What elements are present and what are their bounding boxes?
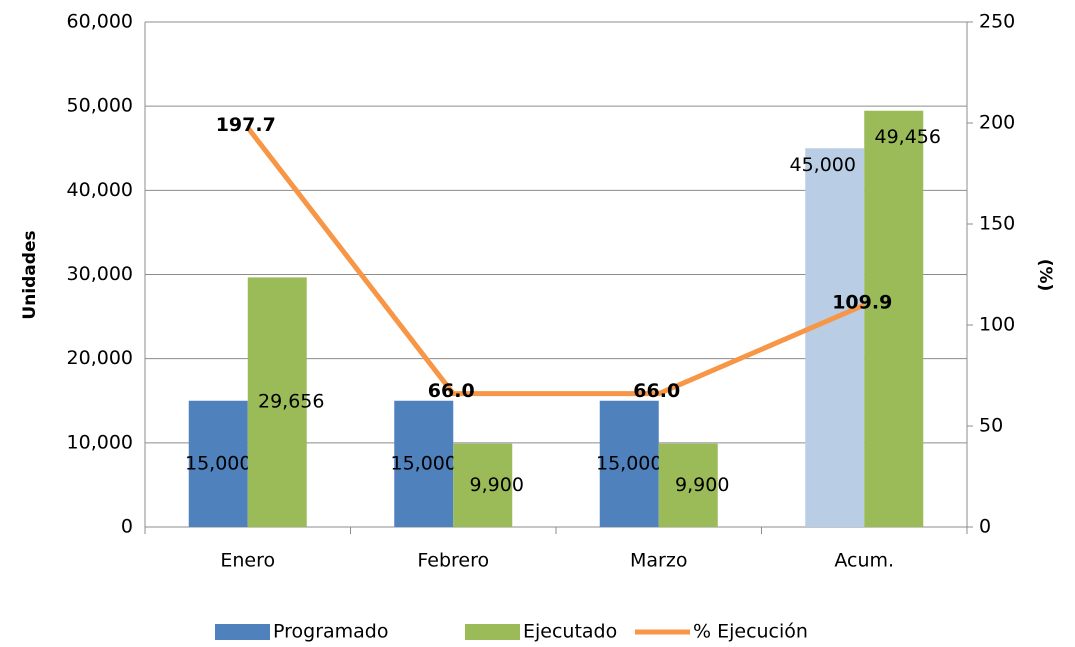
y2-tick-label: 100 [979,314,1015,336]
data-label: 45,000 [790,154,856,176]
data-label: 9,900 [675,474,729,496]
y-axis-title: Unidades [20,230,40,319]
y2-tick-label: 50 [979,415,1003,437]
bar [805,148,865,527]
bar [394,400,454,527]
y2-tick-label: 150 [979,213,1015,235]
bar [188,400,248,527]
legend-label: Programado [273,621,389,643]
y-tick-label: 20,000 [67,347,133,369]
data-label: 66.0 [633,380,680,402]
y-tick-label: 30,000 [67,263,133,285]
bar [247,277,307,527]
bar [864,110,924,527]
data-label: 15,000 [596,452,662,474]
bar [453,443,513,527]
legend-swatch [465,624,520,640]
line [245,126,866,397]
legend-label: Ejecutado [523,621,617,643]
y-tick-label: 60,000 [67,11,133,33]
bar [658,443,718,527]
y2-tick-label: 250 [979,11,1015,33]
x-tick-label: Marzo [630,550,687,572]
bar [599,400,659,527]
x-tick-label: Febrero [417,550,489,572]
y-tick-label: 0 [121,516,133,538]
data-label: 29,656 [258,391,324,413]
data-label: 15,000 [391,452,457,474]
y-tick-label: 40,000 [67,179,133,201]
legend-label: % Ejecución [693,621,808,643]
y2-tick-label: 0 [979,516,991,538]
legend-swatch [215,624,270,640]
y2-tick-label: 200 [979,112,1015,134]
y2-axis-title: (%) [1035,259,1055,292]
y-tick-label: 50,000 [67,95,133,117]
data-label: 15,000 [185,452,251,474]
data-label: 109.9 [832,292,892,314]
data-label: 49,456 [875,126,941,148]
x-tick-label: Acum. [834,550,894,572]
data-label: 197.7 [216,114,276,136]
data-label: 66.0 [428,380,475,402]
x-tick-label: Enero [220,550,275,572]
data-label: 9,900 [470,474,524,496]
y-tick-label: 10,000 [67,431,133,453]
